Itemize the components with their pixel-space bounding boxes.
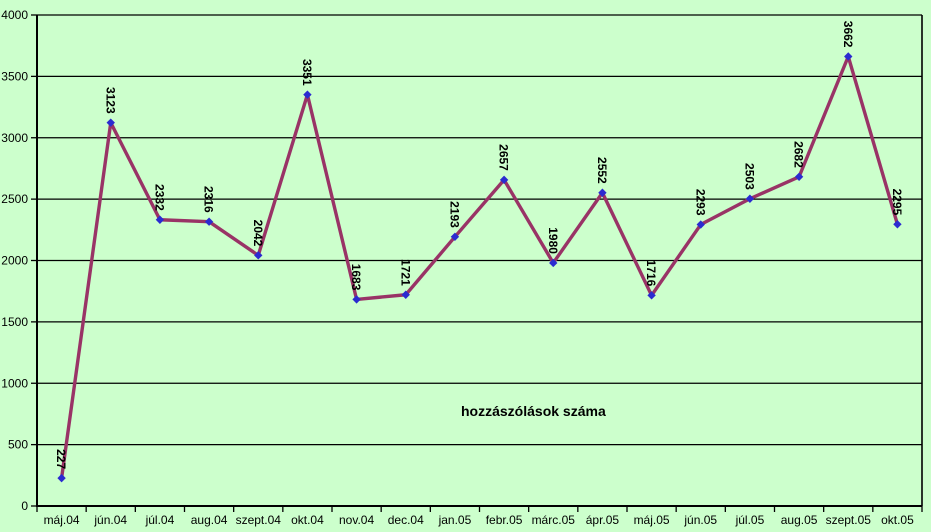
data-label: 3351 [300, 59, 314, 86]
y-axis-label: 2500 [1, 192, 28, 206]
x-axis-label: szept.05 [826, 513, 872, 527]
x-axis-label: szept.04 [236, 513, 282, 527]
data-point-marker [893, 220, 902, 229]
data-point-marker [57, 473, 66, 483]
series-line [59, 54, 900, 480]
data-label: 3123 [103, 87, 117, 114]
data-label: 2657 [497, 144, 511, 171]
y-axis-label: 3000 [1, 131, 28, 145]
data-label: 227 [54, 449, 68, 469]
data-point-marker [598, 188, 607, 197]
data-label: 2316 [202, 186, 216, 213]
chart-title: hozzászólások száma [461, 403, 606, 419]
y-axis-label: 500 [8, 438, 28, 452]
x-axis-label: okt.05 [881, 513, 914, 527]
y-axis-label: 2000 [1, 254, 28, 268]
data-point-marker [745, 194, 755, 203]
data-label: 2193 [447, 201, 461, 228]
x-axis-label: máj.04 [44, 513, 80, 527]
data-point-marker [696, 220, 705, 229]
data-point-marker [450, 232, 460, 242]
data-point-marker [499, 175, 509, 185]
x-axis-label: máj.05 [634, 513, 670, 527]
x-axis-label: aug.04 [191, 513, 228, 527]
x-axis-label: aug.05 [781, 513, 818, 527]
x-axis-label: dec.04 [388, 513, 424, 527]
data-point-marker [549, 258, 558, 268]
data-label: 1721 [398, 259, 412, 286]
x-axis-label: jún.05 [683, 513, 717, 527]
data-label: 2293 [693, 189, 707, 216]
data-point-marker [204, 217, 214, 226]
data-point-marker [303, 90, 312, 99]
data-point-marker [106, 118, 115, 127]
x-axis-label: febr.05 [486, 513, 523, 527]
data-point-marker [647, 291, 656, 300]
data-point-marker [155, 215, 165, 224]
data-label: 2295 [890, 189, 904, 216]
x-axis-label: okt.04 [291, 513, 324, 527]
data-point-marker [844, 52, 853, 61]
data-label: 1716 [644, 260, 658, 287]
data-label: 2682 [792, 141, 806, 168]
data-label: 3662 [841, 21, 855, 48]
x-axis-label: júl.05 [735, 513, 765, 527]
data-point-marker [254, 251, 263, 260]
data-label: 2503 [742, 163, 756, 190]
data-label: 2332 [152, 184, 166, 211]
data-point-marker [352, 295, 361, 304]
y-axis-label: 1500 [1, 315, 28, 329]
x-axis-label: ápr.05 [586, 513, 620, 527]
x-axis-label: jún.04 [93, 513, 127, 527]
data-label: 2042 [251, 220, 265, 247]
y-axis-label: 1000 [1, 376, 28, 390]
data-point-marker [401, 290, 410, 299]
y-axis-label: 0 [21, 499, 28, 513]
x-axis-label: nov.04 [339, 513, 374, 527]
data-label: 2552 [595, 157, 609, 184]
data-point-marker [794, 172, 804, 181]
x-axis-label: márc.05 [532, 513, 576, 527]
y-axis-label: 4000 [1, 8, 28, 22]
data-label: 1683 [349, 264, 363, 291]
x-axis-label: jan.05 [438, 513, 472, 527]
data-label: 1980 [546, 227, 560, 254]
y-axis-label: 3500 [1, 69, 28, 83]
x-axis-label: júl.04 [145, 513, 175, 527]
